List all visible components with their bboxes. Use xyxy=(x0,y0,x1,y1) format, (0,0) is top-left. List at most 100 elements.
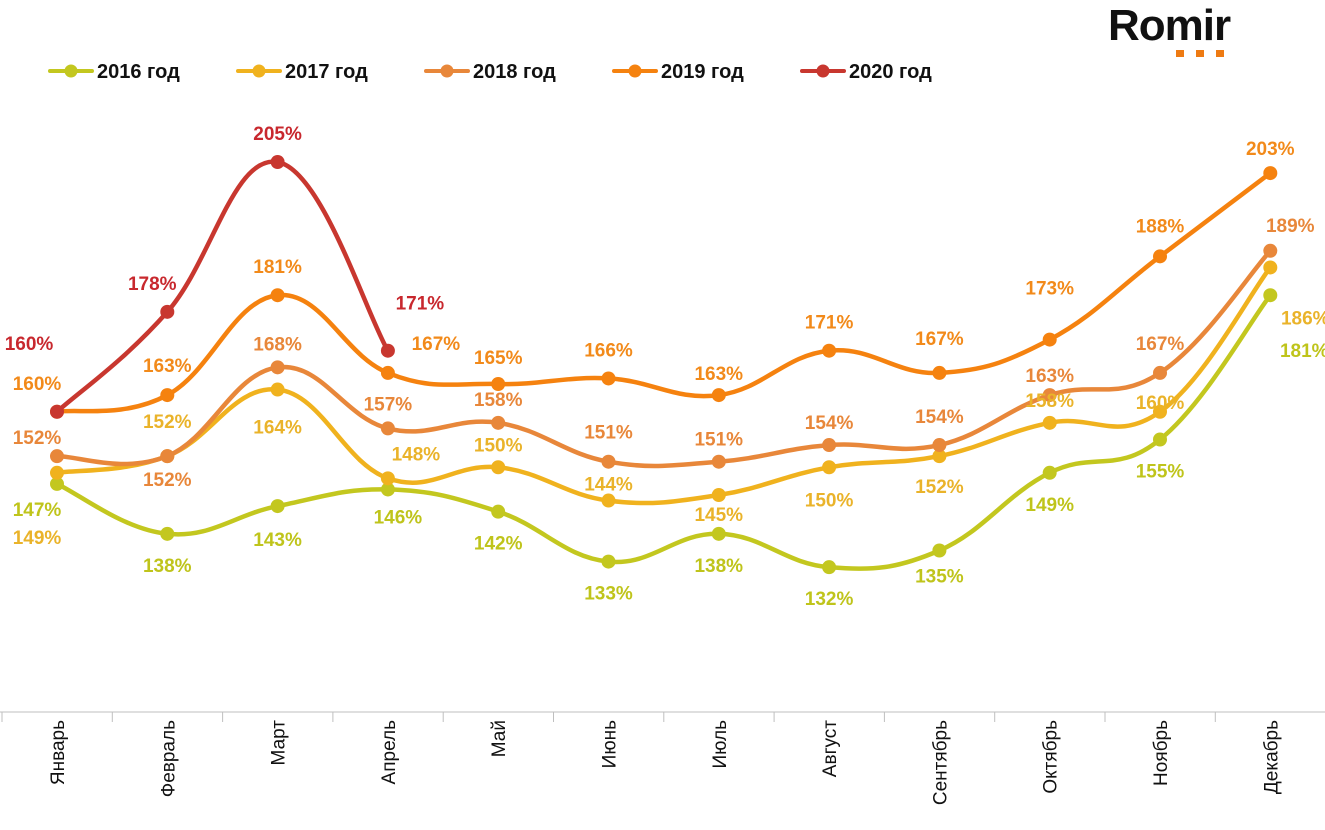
data-point xyxy=(601,493,616,508)
data-point xyxy=(601,554,616,569)
legend-marker xyxy=(252,64,266,78)
data-label: 178% xyxy=(128,274,177,295)
data-label: 148% xyxy=(392,444,441,465)
data-label: 142% xyxy=(474,534,523,555)
series-line xyxy=(54,159,391,415)
x-tick-label: Май xyxy=(489,720,510,757)
data-label: 147% xyxy=(13,500,62,521)
data-point xyxy=(380,343,395,358)
logo-dot xyxy=(1176,50,1184,57)
data-label: 167% xyxy=(915,329,964,350)
data-point xyxy=(1263,166,1278,181)
data-point xyxy=(601,371,616,386)
data-label: 160% xyxy=(13,374,62,395)
data-label: 188% xyxy=(1136,216,1185,237)
data-label: 166% xyxy=(584,340,633,361)
data-label: 154% xyxy=(915,407,964,428)
data-point xyxy=(1042,465,1057,480)
legend-marker xyxy=(628,64,642,78)
data-point xyxy=(50,449,64,464)
data-label: 157% xyxy=(364,394,413,415)
data-point xyxy=(1263,288,1278,303)
data-point xyxy=(1153,404,1167,419)
x-tick-label: Август xyxy=(820,720,841,777)
data-point xyxy=(932,449,947,464)
data-point xyxy=(1153,249,1167,264)
series-line xyxy=(54,292,1273,571)
data-point xyxy=(1153,432,1167,447)
data-label: 158% xyxy=(474,390,523,411)
data-label: 146% xyxy=(374,507,423,528)
data-label: 152% xyxy=(143,412,192,433)
data-point xyxy=(270,499,285,514)
data-point xyxy=(270,155,285,169)
data-label: 158% xyxy=(1025,391,1074,412)
data-label: 205% xyxy=(253,124,302,145)
data-label: 151% xyxy=(694,430,743,451)
data-label: 171% xyxy=(805,313,854,334)
data-point xyxy=(491,377,506,391)
data-point xyxy=(822,560,837,575)
data-label: 163% xyxy=(1025,366,1074,387)
data-label: 164% xyxy=(253,418,302,439)
data-point xyxy=(160,526,175,541)
data-label: 150% xyxy=(474,435,523,456)
data-point xyxy=(932,543,947,558)
series-line xyxy=(54,248,1273,469)
data-point xyxy=(270,288,285,303)
x-tick-label: Декабрь xyxy=(1261,720,1282,794)
data-point xyxy=(380,482,395,497)
legend: 2016 год 2017 год 2018 год 2019 год 2020 год xyxy=(48,61,932,83)
data-label: 167% xyxy=(1136,334,1185,355)
data-labels: 147% 138% 143% 146% 142% 133% 138% 132% 135% 149%… xyxy=(5,124,1325,610)
data-point xyxy=(822,438,837,453)
data-label: 133% xyxy=(584,584,633,605)
data-point xyxy=(270,382,285,397)
data-label: 163% xyxy=(694,364,743,385)
data-point xyxy=(1153,365,1167,380)
data-label: 132% xyxy=(805,589,854,610)
x-tick-label: Февраль xyxy=(158,720,179,797)
data-point xyxy=(380,471,395,486)
x-tick-label: Январь xyxy=(48,720,69,785)
data-point xyxy=(380,421,395,436)
data-label: 165% xyxy=(474,348,523,369)
x-tick-label: Апрель xyxy=(379,720,400,785)
data-label: 135% xyxy=(915,567,964,588)
x-tick-label: Июнь xyxy=(600,720,621,768)
data-label: 149% xyxy=(1025,495,1074,516)
legend-label: 2019 год xyxy=(661,61,744,83)
data-label: 163% xyxy=(143,356,192,377)
data-point xyxy=(160,449,175,464)
legend-marker xyxy=(816,64,830,78)
data-label: 186% xyxy=(1281,308,1325,329)
data-label: 154% xyxy=(805,413,854,434)
data-point xyxy=(822,460,837,475)
data-label: 145% xyxy=(694,505,743,526)
data-point xyxy=(270,360,285,375)
data-point xyxy=(1042,415,1057,430)
data-label: 160% xyxy=(5,334,54,355)
data-point xyxy=(160,304,175,319)
data-label: 189% xyxy=(1266,216,1315,237)
legend-label: 2018 год xyxy=(473,61,556,83)
data-point xyxy=(711,388,726,403)
data-label: 138% xyxy=(694,556,743,577)
data-label: 181% xyxy=(1280,341,1325,362)
x-tick-label: Ноябрь xyxy=(1151,720,1172,786)
data-point xyxy=(601,454,616,469)
data-label: 160% xyxy=(1136,393,1185,414)
x-tick-label: Октябрь xyxy=(1041,720,1062,794)
data-label: 167% xyxy=(412,334,461,355)
data-label: 152% xyxy=(143,470,192,491)
logo-dot xyxy=(1216,50,1224,57)
data-point xyxy=(822,343,837,358)
legend-label: 2020 год xyxy=(849,61,932,83)
data-label: 149% xyxy=(13,528,62,549)
data-point xyxy=(932,365,947,380)
x-axis: Январь Февраль Март Апрель Май Июнь Июль Август… xyxy=(0,711,1325,805)
data-point xyxy=(50,404,64,419)
data-label: 143% xyxy=(253,530,302,551)
data-label: 168% xyxy=(253,334,302,355)
data-label: 152% xyxy=(915,477,964,498)
